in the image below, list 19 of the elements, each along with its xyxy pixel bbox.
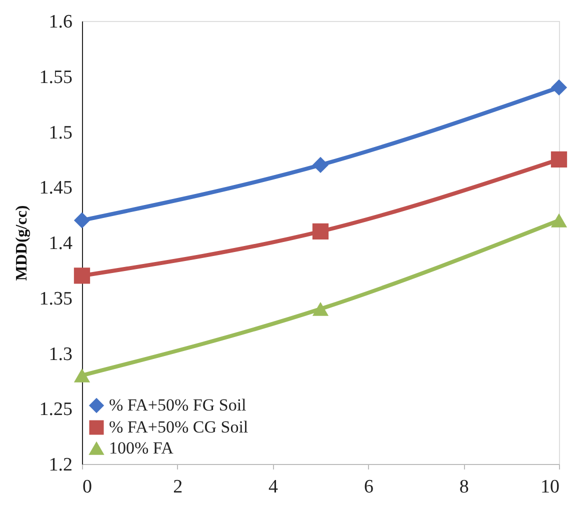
y-tick-label: 1.25 — [39, 399, 72, 420]
x-tick-label: 8 — [459, 476, 469, 498]
y-tick-label: 1.6 — [48, 12, 72, 32]
x-tick-label: 0 — [82, 476, 92, 498]
y-tick-label: 1.4 — [48, 233, 73, 254]
y-tick-label: 1.2 — [48, 454, 72, 476]
legend-label: 100% FA — [109, 438, 174, 458]
y-tick-label: 1.55 — [39, 66, 72, 88]
legend-label: % FA+50% CG Soil — [109, 418, 248, 436]
x-tick-label: 6 — [364, 476, 374, 498]
y-tick-label: 1.3 — [48, 344, 72, 365]
x-tick-label: 4 — [268, 476, 279, 498]
legend-label: % FA+50% FG Soil — [109, 396, 247, 414]
y-axis-title: MDD(g/cc) — [13, 205, 30, 281]
x-tick-label: 10 — [540, 476, 560, 498]
y-tick-label: 1.5 — [48, 122, 72, 144]
y-tick-label: 1.35 — [39, 288, 72, 310]
x-tick-label: 2 — [173, 476, 183, 498]
y-tick-label: 1.45 — [39, 178, 72, 199]
